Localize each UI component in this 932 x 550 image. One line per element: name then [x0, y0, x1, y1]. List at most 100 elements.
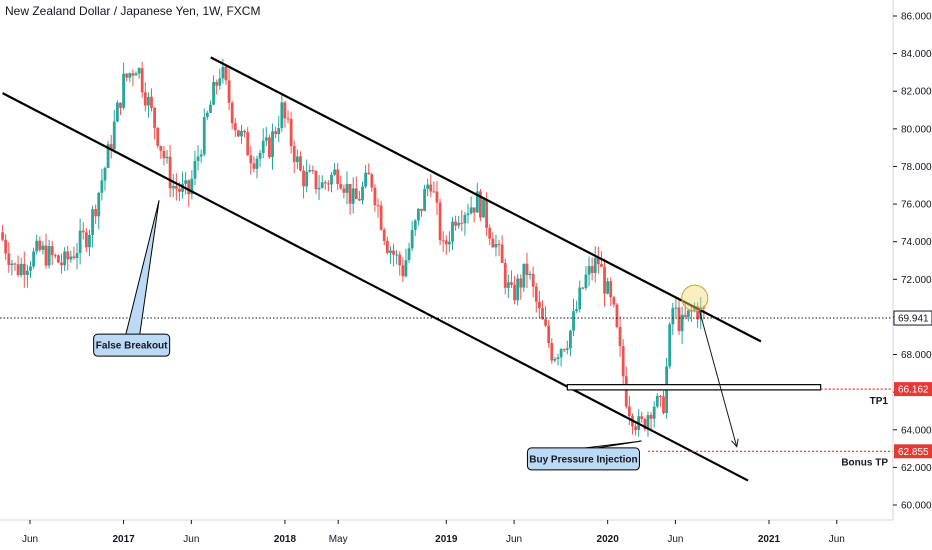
candle-body: [286, 118, 290, 120]
candle: [330, 171, 333, 193]
candle-body: [35, 240, 39, 252]
candle-body: [171, 185, 175, 189]
candle-body: [271, 131, 274, 158]
candle-body: [609, 281, 613, 298]
candle-body: [584, 274, 588, 289]
candle-body: [606, 281, 610, 294]
candle-body: [649, 415, 653, 419]
candle: [525, 252, 529, 288]
candle-body: [389, 250, 392, 253]
candle: [280, 93, 284, 132]
candle: [668, 322, 672, 369]
candle: [72, 246, 76, 260]
tp1-price-badge-bg: [894, 382, 932, 397]
candle-body: [413, 220, 417, 230]
highlight-circle: [681, 284, 709, 312]
time-axis[interactable]: Jun 2017 Jun 2018 May 2019 Jun 2020 Jun 2021 Jun: [22, 520, 845, 545]
candle-body: [435, 191, 439, 203]
candle: [19, 257, 23, 278]
candle-body: [277, 128, 281, 135]
candle: [184, 171, 188, 195]
candle: [587, 256, 591, 287]
price-tick-label: 86.000: [901, 12, 932, 23]
candle-body: [280, 102, 284, 129]
candle: [249, 145, 253, 175]
candle: [78, 218, 82, 265]
candle: [640, 411, 644, 423]
candle: [190, 170, 194, 200]
candle: [410, 220, 414, 251]
candle: [562, 348, 566, 353]
candle: [162, 145, 166, 166]
candle-body: [128, 73, 132, 78]
candle: [295, 149, 299, 170]
candle: [122, 62, 125, 110]
candle: [342, 184, 346, 199]
candle-body: [323, 182, 327, 184]
candle: [550, 338, 554, 364]
candle: [311, 165, 315, 175]
candle: [677, 297, 681, 335]
candle: [416, 208, 420, 226]
candle: [25, 264, 29, 288]
candle: [81, 222, 85, 240]
candle-body: [150, 96, 153, 108]
candle-body: [147, 96, 150, 106]
candle-body: [274, 131, 278, 135]
candle: [569, 329, 572, 357]
candle-body: [109, 144, 113, 150]
candle-body: [252, 163, 256, 169]
candle: [314, 170, 318, 194]
price-tick-label: 80.000: [901, 124, 932, 135]
price-tick-label: 72.000: [901, 275, 932, 286]
candle-body: [50, 246, 54, 256]
candle: [407, 242, 411, 264]
candle: [224, 64, 228, 85]
candle: [209, 100, 212, 114]
candle-body: [221, 66, 225, 79]
candle: [171, 174, 175, 198]
candle-body: [227, 80, 231, 103]
candle: [215, 79, 219, 95]
candle-body: [575, 309, 579, 312]
candle-body: [72, 256, 76, 259]
candle-body: [531, 273, 535, 287]
candle-body: [94, 209, 98, 217]
time-tick-label: Jun: [22, 534, 38, 545]
candle-body: [410, 229, 414, 249]
candle-body: [423, 188, 426, 211]
candle-body: [469, 207, 473, 214]
candle: [389, 246, 392, 264]
candle: [578, 280, 582, 313]
candle-body: [677, 307, 681, 332]
candle: [451, 217, 454, 251]
candle: [606, 277, 610, 295]
candle: [674, 297, 678, 318]
candle-body: [578, 287, 582, 310]
candle: [662, 390, 665, 415]
candle: [559, 347, 563, 367]
candle-body: [426, 184, 430, 189]
candle-body: [643, 419, 647, 430]
candle-body: [212, 82, 215, 105]
candle: [686, 310, 690, 322]
candle-body: [88, 234, 91, 248]
candle: [153, 106, 157, 140]
candle-body: [66, 251, 70, 260]
candle-body: [283, 102, 287, 119]
candle: [621, 339, 625, 386]
candle: [423, 184, 426, 212]
candle-body: [370, 174, 374, 188]
candle-body: [230, 102, 234, 124]
time-tick-label: 2021: [758, 534, 781, 545]
candle-body: [407, 248, 411, 261]
candle-body: [190, 178, 194, 195]
candle: [255, 155, 259, 179]
channel-lower-line: [2, 92, 749, 482]
candle: [609, 277, 613, 306]
candle: [268, 134, 271, 159]
candle-body: [137, 68, 141, 74]
candle: [128, 72, 132, 83]
candle-body: [258, 152, 262, 159]
